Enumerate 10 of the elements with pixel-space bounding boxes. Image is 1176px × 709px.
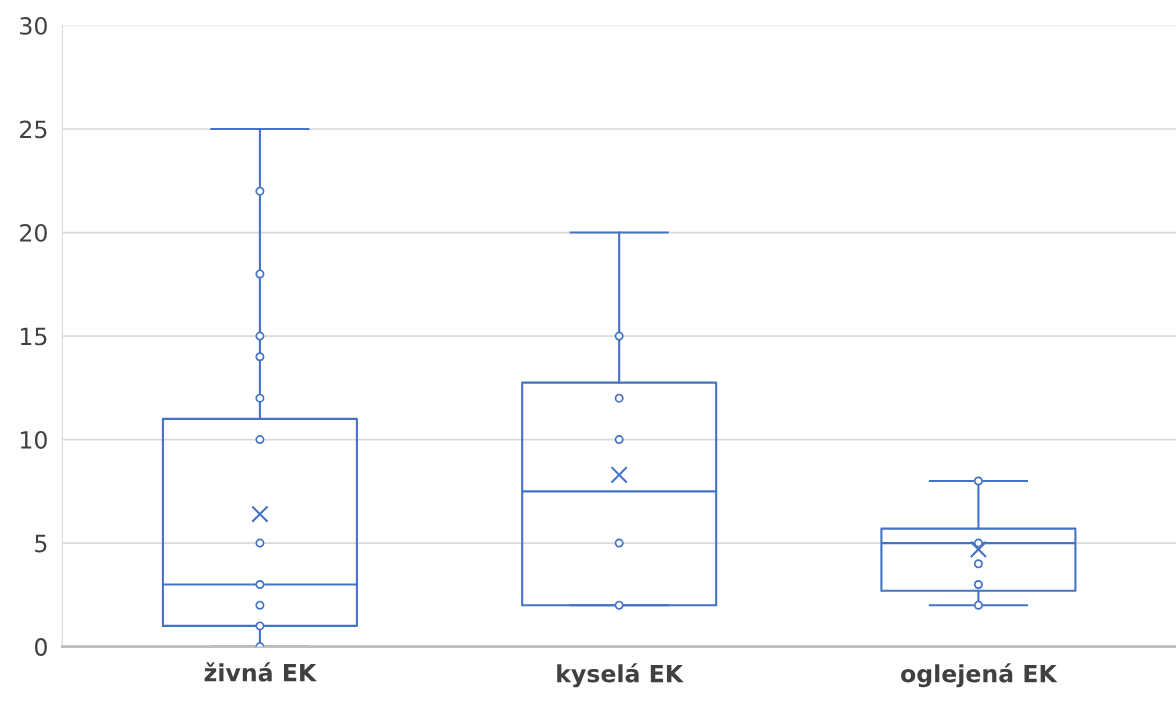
- x-tick-label: oglejená EK: [901, 663, 1058, 688]
- y-tick-label: 25: [20, 120, 47, 139]
- y-tick-label: 15: [20, 327, 47, 346]
- y-tick-label: 10: [20, 431, 47, 449]
- y-tick-label: 0: [34, 638, 47, 656]
- y-tick-label: 30: [20, 16, 47, 35]
- x-tick-label: živná EK: [204, 662, 317, 682]
- y-tick-label: 20: [20, 224, 47, 242]
- x-tick-label: kyselá EK: [557, 663, 684, 688]
- y-tick-label: 5: [35, 534, 47, 553]
